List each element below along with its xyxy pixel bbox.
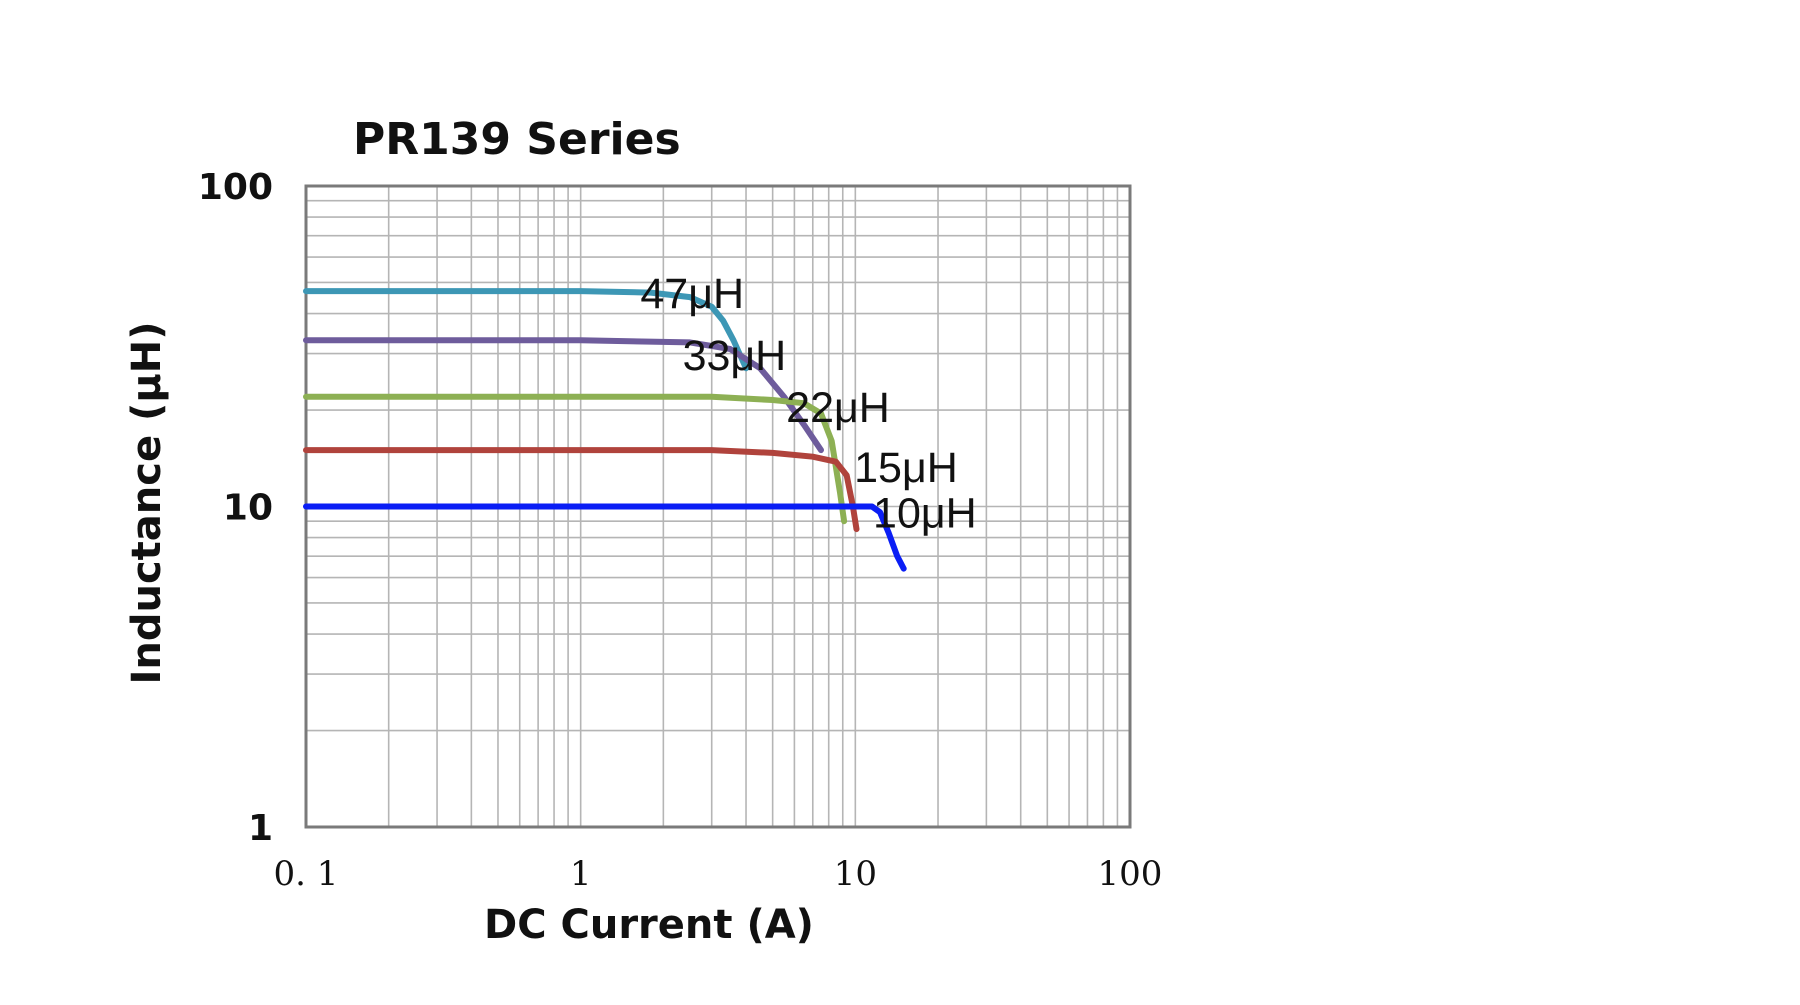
y-tick-label: 100: [198, 167, 273, 208]
axis-text-layer: PR139 Series DC Current (A) Inductance (…: [124, 114, 814, 948]
series-label: 33μH: [683, 332, 787, 380]
series-line: [303, 337, 824, 454]
series-line: [303, 503, 907, 572]
x-tick-label: 1: [570, 854, 592, 894]
series-line: [303, 447, 860, 533]
x-tick-label: 100: [1098, 854, 1163, 894]
y-tick-label: 10: [223, 488, 273, 529]
x-tick-label: 0. 1: [274, 854, 339, 894]
x-axis-label: DC Current (A): [484, 902, 814, 948]
series-label: 15μH: [854, 444, 958, 492]
series-line: [303, 288, 749, 372]
x-tick-label: 10: [834, 854, 877, 894]
series-line: [303, 393, 848, 525]
y-axis-label: Inductance (μH): [124, 321, 170, 684]
chart-title: PR139 Series: [353, 114, 681, 165]
series-label: 47μH: [640, 270, 744, 318]
series-layer: [303, 288, 907, 572]
series-label: 10μH: [873, 490, 977, 538]
series-label: 22μH: [786, 384, 890, 432]
y-tick-label: 1: [248, 808, 273, 849]
